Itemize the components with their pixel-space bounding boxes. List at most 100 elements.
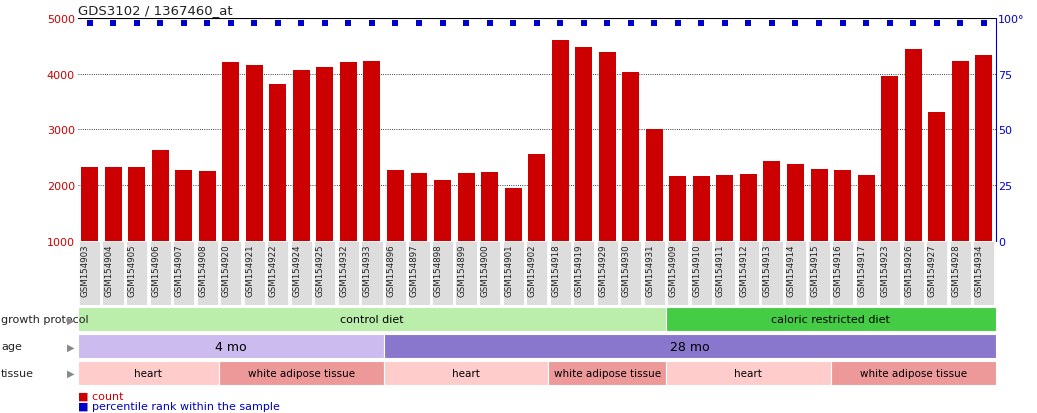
Text: GSM154933: GSM154933 — [363, 244, 372, 296]
Text: GSM154932: GSM154932 — [339, 244, 348, 296]
Bar — [832, 242, 853, 306]
Text: GSM154897: GSM154897 — [410, 244, 419, 296]
Text: 28 mo: 28 mo — [670, 340, 709, 353]
Text: GSM154909: GSM154909 — [669, 244, 678, 296]
Bar — [526, 242, 548, 306]
Text: GSM154934: GSM154934 — [975, 244, 984, 296]
Bar — [270, 84, 286, 242]
Bar — [435, 180, 451, 242]
Bar — [761, 242, 783, 306]
Bar — [292, 71, 310, 242]
Bar — [975, 56, 992, 242]
Bar — [384, 335, 996, 358]
Text: GSM154906: GSM154906 — [151, 244, 160, 296]
Text: GSM154898: GSM154898 — [433, 244, 443, 296]
Bar — [479, 242, 500, 306]
Bar — [552, 41, 568, 242]
Text: GSM154925: GSM154925 — [316, 244, 325, 296]
Bar — [457, 173, 475, 242]
Text: GSM154929: GSM154929 — [598, 244, 608, 296]
Bar — [576, 48, 592, 242]
Text: GSM154922: GSM154922 — [269, 244, 278, 296]
Bar — [952, 62, 969, 242]
Bar — [385, 242, 407, 306]
Text: GSM154920: GSM154920 — [222, 244, 230, 296]
Bar — [340, 63, 357, 242]
Text: GSM154928: GSM154928 — [951, 244, 960, 296]
Text: GSM154899: GSM154899 — [457, 244, 466, 296]
Bar — [384, 361, 549, 385]
Text: ▶: ▶ — [67, 342, 75, 351]
Bar — [455, 242, 477, 306]
Bar — [268, 242, 288, 306]
Bar — [222, 63, 240, 242]
Bar — [481, 173, 498, 242]
Bar — [598, 53, 616, 242]
Bar — [528, 154, 545, 242]
Text: control diet: control diet — [340, 315, 403, 325]
Text: GSM154896: GSM154896 — [387, 244, 395, 296]
Bar — [316, 68, 333, 242]
Text: heart: heart — [734, 368, 762, 378]
Bar — [831, 361, 996, 385]
Text: GSM154904: GSM154904 — [104, 244, 113, 296]
Text: ▶: ▶ — [67, 315, 75, 325]
Text: GSM154930: GSM154930 — [622, 244, 630, 296]
Bar — [669, 176, 686, 242]
Bar — [740, 174, 757, 242]
Text: white adipose tissue: white adipose tissue — [554, 368, 661, 378]
Bar — [78, 308, 666, 332]
Text: white adipose tissue: white adipose tissue — [248, 368, 355, 378]
Bar — [620, 242, 641, 306]
Bar — [691, 242, 712, 306]
Bar — [904, 50, 922, 242]
Bar — [411, 173, 427, 242]
Bar — [550, 242, 570, 306]
Bar — [505, 188, 522, 242]
Bar — [644, 242, 665, 306]
Bar — [596, 242, 618, 306]
Text: GSM154926: GSM154926 — [904, 244, 914, 296]
Bar — [197, 242, 218, 306]
Text: GDS3102 / 1367460_at: GDS3102 / 1367460_at — [78, 5, 232, 17]
Bar — [667, 242, 689, 306]
Bar — [173, 242, 194, 306]
Bar — [78, 361, 219, 385]
Bar — [129, 167, 145, 242]
Text: white adipose tissue: white adipose tissue — [860, 368, 966, 378]
Text: GSM154921: GSM154921 — [246, 244, 254, 296]
Text: GSM154910: GSM154910 — [693, 244, 701, 296]
Bar — [199, 171, 216, 242]
Bar — [151, 151, 169, 242]
Text: GSM154931: GSM154931 — [645, 244, 654, 296]
Bar — [387, 170, 404, 242]
Bar — [950, 242, 971, 306]
Text: GSM154924: GSM154924 — [292, 244, 302, 296]
Text: ■ percentile rank within the sample: ■ percentile rank within the sample — [78, 401, 280, 411]
Bar — [926, 242, 947, 306]
Bar — [811, 169, 828, 242]
Bar — [363, 62, 381, 242]
Bar — [622, 73, 639, 242]
Bar — [809, 242, 830, 306]
Text: GSM154923: GSM154923 — [880, 244, 890, 296]
Text: GSM154927: GSM154927 — [928, 244, 936, 296]
Bar — [219, 361, 384, 385]
Bar — [693, 176, 710, 242]
Text: heart: heart — [135, 368, 163, 378]
Bar — [81, 167, 99, 242]
Bar — [503, 242, 524, 306]
Bar — [785, 242, 806, 306]
Bar — [879, 242, 900, 306]
Bar — [763, 161, 781, 242]
Bar — [856, 242, 876, 306]
Text: GSM154918: GSM154918 — [552, 244, 560, 296]
Bar — [290, 242, 312, 306]
Bar — [246, 66, 262, 242]
Text: GSM154900: GSM154900 — [480, 244, 489, 296]
Bar — [666, 361, 831, 385]
Bar — [244, 242, 264, 306]
Bar — [717, 175, 733, 242]
Bar — [973, 242, 994, 306]
Text: GSM154905: GSM154905 — [128, 244, 137, 296]
